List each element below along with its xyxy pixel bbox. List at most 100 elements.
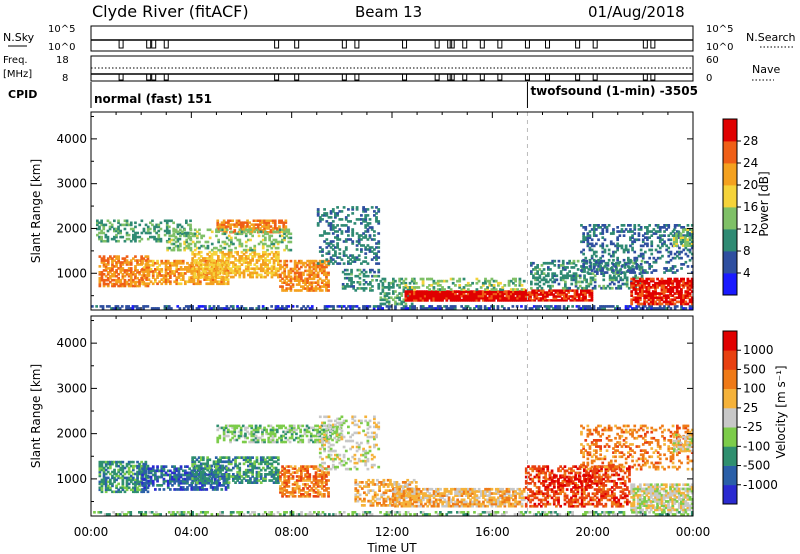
power-cell: [330, 305, 333, 308]
power-cell: [547, 280, 550, 284]
velocity-cell: [466, 513, 470, 516]
power-cell: [276, 242, 280, 246]
power-cell: [274, 246, 278, 250]
power-cell: [647, 298, 651, 302]
power-cell: [368, 222, 372, 225]
power-ytick-label: 3000: [56, 177, 87, 191]
velocity-cell: [283, 513, 286, 516]
power-cell: [132, 237, 135, 241]
velocity-cell: [209, 473, 213, 477]
power-cell: [434, 296, 438, 300]
power-cell: [208, 250, 212, 254]
power-cell: [660, 288, 664, 291]
power-cell: [630, 283, 634, 287]
power-cell: [227, 257, 231, 260]
power-colorbar-tick-label: 16: [743, 200, 758, 214]
power-cell: [217, 238, 220, 242]
power-cell: [314, 275, 318, 279]
power-cell: [270, 271, 274, 275]
power-cell: [222, 280, 226, 284]
power-cell: [639, 271, 643, 274]
power-cell: [402, 300, 406, 304]
power-cell: [287, 287, 291, 290]
velocity-cell: [221, 513, 224, 516]
velocity-cell: [148, 511, 152, 514]
power-cell: [408, 296, 412, 300]
power-cell: [329, 246, 333, 249]
power-cell: [641, 294, 644, 297]
power-cell: [183, 248, 186, 252]
power-cell: [629, 305, 632, 308]
power-cell: [615, 276, 618, 280]
power-cell: [580, 297, 583, 300]
power-cell: [553, 272, 557, 275]
velocity-cell: [240, 511, 244, 514]
power-cell: [677, 234, 681, 237]
power-cell: [654, 269, 658, 272]
power-cell: [550, 293, 553, 296]
power-cell: [665, 307, 668, 310]
power-cell: [684, 246, 688, 250]
power-cell: [441, 296, 444, 300]
power-cell: [636, 292, 640, 295]
power-cell: [111, 273, 114, 276]
power-cell: [323, 265, 326, 269]
nsky-dropout: [118, 40, 124, 49]
velocity-cell: [132, 464, 135, 468]
power-cell: [479, 305, 483, 308]
power-cell: [354, 274, 358, 278]
velocity-cell: [171, 484, 174, 487]
power-cell: [522, 296, 526, 300]
power-cell: [163, 305, 167, 308]
power-cell: [119, 223, 122, 227]
velocity-cell: [111, 476, 114, 480]
power-cell: [617, 264, 620, 267]
velocity-cell: [144, 462, 148, 466]
velocity-cell: [199, 488, 202, 491]
power-cell: [623, 274, 627, 278]
power-cell: [342, 252, 346, 255]
power-cell: [656, 286, 659, 289]
power-cell: [688, 288, 692, 291]
power-cell: [266, 265, 269, 268]
velocity-cell: [109, 478, 112, 482]
power-cell: [651, 300, 655, 304]
power-cell: [620, 265, 624, 268]
power-cell: [281, 234, 284, 238]
power-cell: [542, 268, 546, 271]
power-cell: [227, 263, 231, 266]
power-cell: [675, 288, 679, 291]
power-cell: [561, 268, 565, 271]
power-cell: [552, 299, 556, 302]
power-cell: [215, 246, 218, 250]
power-cell: [599, 269, 602, 272]
power-cell: [556, 307, 560, 310]
power-cell: [308, 275, 312, 279]
velocity-cell: [177, 479, 181, 483]
power-cell: [323, 273, 326, 277]
velocity-cell: [353, 511, 357, 514]
power-cell: [132, 280, 135, 284]
velocity-cell: [220, 475, 224, 479]
power-cell: [544, 280, 548, 284]
power-cell: [486, 296, 489, 300]
power-cell: [608, 286, 612, 290]
velocity-cell: [214, 479, 217, 483]
power-cell: [102, 269, 106, 272]
power-cell: [341, 287, 345, 290]
power-cell: [287, 283, 291, 286]
power-cell: [331, 226, 335, 229]
power-cell: [409, 307, 412, 310]
power-cell: [210, 242, 214, 246]
velocity-cell: [109, 482, 112, 486]
power-cell: [586, 240, 590, 244]
power-cell: [325, 246, 329, 249]
power-cell: [412, 281, 416, 285]
velocity-cell: [146, 490, 150, 494]
power-cell: [411, 277, 414, 281]
power-cell: [373, 210, 376, 213]
power-cell: [619, 276, 623, 280]
velocity-cell: [136, 478, 139, 482]
power-cell: [569, 299, 573, 302]
power-cell: [238, 273, 242, 277]
